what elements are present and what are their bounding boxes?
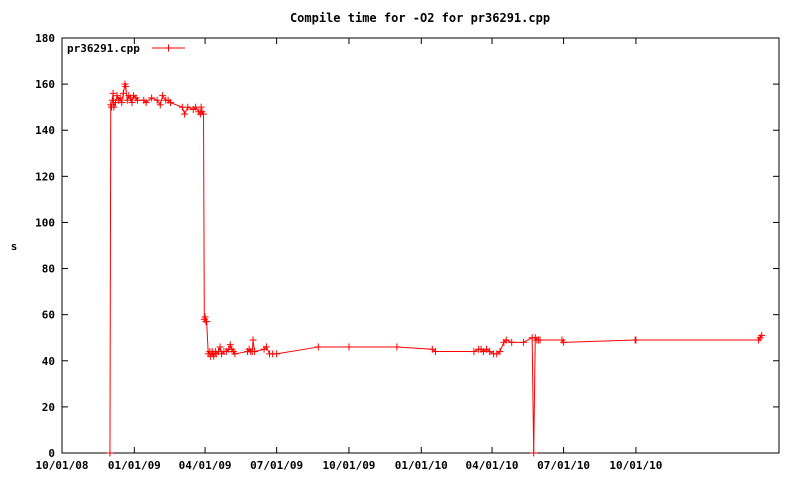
data-point-marker [632, 336, 640, 344]
y-tick-label: 40 [42, 355, 55, 368]
data-point-marker [273, 350, 281, 358]
x-tick-label: 01/01/10 [395, 459, 448, 472]
data-point-marker [122, 82, 130, 90]
data-point-marker [181, 110, 189, 118]
data-point-marker [197, 103, 205, 111]
data-point-marker [314, 343, 322, 351]
data-point-marker [216, 343, 224, 351]
data-point-marker [159, 92, 167, 100]
y-tick-label: 20 [42, 401, 55, 414]
legend-label-pr36291: pr36291.cpp [67, 42, 140, 55]
data-point-marker [203, 318, 211, 326]
x-tick-label: 04/01/09 [179, 459, 232, 472]
data-point-marker [184, 103, 192, 111]
data-point-marker [142, 99, 150, 107]
x-tick-label: 10/01/09 [322, 459, 375, 472]
x-tick-label: 04/01/10 [466, 459, 519, 472]
data-point-marker [231, 350, 239, 358]
x-tick-label: 10/01/08 [36, 459, 89, 472]
y-axis-label: s [11, 240, 18, 253]
data-point-marker [486, 348, 494, 356]
data-point-marker [249, 336, 257, 344]
data-point-marker [153, 96, 161, 104]
data-point-marker [106, 449, 114, 457]
y-tick-label: 160 [35, 78, 55, 91]
data-point-marker [508, 338, 516, 346]
y-tick-label: 140 [35, 124, 55, 137]
x-tick-label: 07/01/09 [250, 459, 303, 472]
data-point-marker [560, 338, 568, 346]
data-point-marker [128, 99, 136, 107]
data-point-marker [133, 96, 141, 104]
data-point-marker [470, 348, 478, 356]
legend: pr36291.cpp [67, 42, 185, 55]
series-line-0 [109, 83, 763, 454]
data-point-marker [758, 331, 766, 339]
data-point-marker [110, 103, 118, 111]
data-point-marker [119, 89, 127, 97]
data-point-marker [166, 99, 174, 107]
y-tick-label: 80 [42, 263, 55, 276]
y-tick-label: 100 [35, 216, 55, 229]
y-tick-label: 180 [35, 32, 55, 45]
data-point-marker [109, 89, 117, 97]
chart-title: Compile time for -O2 for pr36291.cpp [290, 11, 550, 25]
axis-ticks: 0 20 40 60 80 100 120 140 160 180 10/01/08 01/01/09… [35, 32, 779, 472]
data-point-marker [262, 343, 270, 351]
data-point-marker [148, 94, 156, 102]
data-point-marker [251, 348, 259, 356]
x-tick-label: 10/01/10 [609, 459, 662, 472]
series-layer [106, 80, 766, 457]
y-tick-label: 60 [42, 309, 55, 322]
data-point-marker [118, 99, 126, 107]
data-point-marker [200, 110, 208, 118]
legend-marker-sample [165, 44, 172, 52]
data-point-marker [530, 449, 538, 457]
data-point-marker [116, 94, 124, 102]
data-point-marker [393, 343, 401, 351]
data-point-marker [519, 338, 527, 346]
data-point-marker [345, 343, 353, 351]
plot-frame [61, 37, 780, 454]
x-tick-label: 01/01/09 [108, 459, 161, 472]
x-tick-label: 07/01/10 [537, 459, 590, 472]
data-point-marker [431, 348, 439, 356]
data-point-marker [536, 336, 544, 344]
data-point-marker [496, 348, 504, 356]
data-point-marker [226, 341, 234, 349]
data-point-marker [201, 313, 209, 321]
y-tick-label: 120 [35, 170, 55, 183]
data-point-marker [502, 336, 510, 344]
y-tick-label: 0 [48, 447, 55, 460]
data-point-marker [156, 101, 164, 109]
